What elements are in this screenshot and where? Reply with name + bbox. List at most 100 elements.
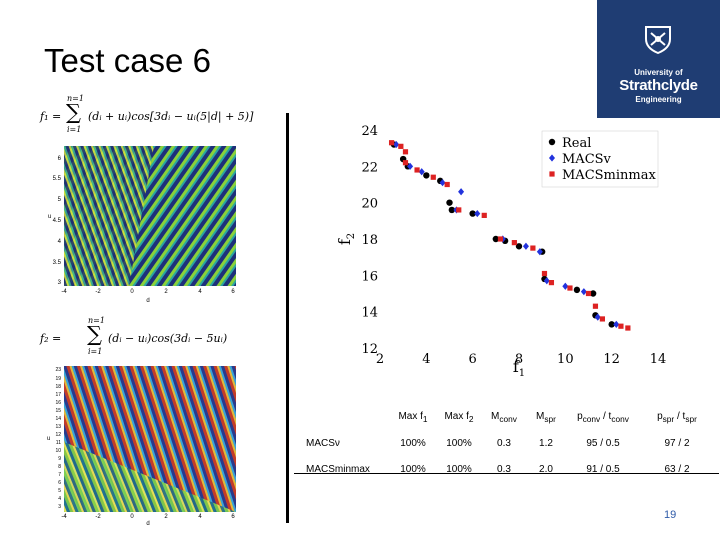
page-number: 19 (664, 509, 677, 521)
table-cell: 1.2 (539, 437, 553, 449)
data-point-macsminmax (444, 181, 450, 188)
formula-f2-body: (dᵢ − uᵢ)cos(3dᵢ − 5uᵢ) (108, 332, 228, 345)
data-point-macsminmax (618, 323, 624, 329)
data-point-macsv (458, 188, 465, 196)
c1-xtick: 2 (164, 289, 168, 295)
data-point-real (423, 172, 430, 179)
c2-xtick: 0 (130, 514, 134, 520)
data-point-macsminmax (625, 325, 631, 331)
chart-ytick-label: 14 (361, 306, 378, 321)
table-bottom-rule (294, 473, 719, 474)
c1-ytick: 4.5 (53, 218, 62, 224)
sigma-icon: ∑ (66, 100, 81, 124)
c2-ytick: 11 (56, 440, 61, 446)
data-point-macsv (543, 277, 550, 285)
table-row: MACSν 100% 100% 0.3 1.2 95 / 0.5 97 / 2 (304, 430, 714, 456)
chart-xlabel-sub: 1 (519, 368, 525, 379)
c2-xtick: 4 (198, 514, 202, 520)
data-point-macsv (474, 209, 481, 218)
formula-f2-sum-top: n=1 (88, 316, 105, 325)
c2-ytick: 18 (55, 384, 61, 390)
c1-ytick: 4 (58, 239, 62, 245)
c2-xtick: 2 (164, 514, 168, 520)
data-point-macsminmax (497, 236, 504, 242)
data-point-macsminmax (398, 143, 404, 149)
c1-xtick: -4 (61, 289, 67, 295)
formula-f2-sum-bottom: i=1 (88, 347, 103, 356)
data-point-macsminmax (592, 303, 599, 309)
data-point-macsminmax (567, 285, 573, 291)
data-point-real (446, 199, 453, 206)
formula-f1-body: (dᵢ + uᵢ)cos[3dᵢ − uᵢ(5|d| + 5)] (88, 110, 254, 123)
table-cell: 91 / 0.5 (586, 463, 620, 475)
c2-xtick: -4 (61, 514, 67, 520)
c2-ytick: 19 (55, 376, 61, 382)
chart-xtick-label: 14 (650, 352, 667, 367)
data-point-macsminmax (481, 212, 487, 218)
data-point-macsminmax (402, 160, 409, 166)
table-header-cell: Max f2 (444, 410, 474, 424)
table-cell: 100% (400, 463, 426, 475)
c2-ytick: 12 (55, 432, 61, 438)
data-point-real (469, 210, 476, 217)
chart-xtick-label: 2 (376, 352, 384, 367)
chart-ylabel: f2 (335, 233, 357, 245)
chart-xtick-label: 4 (422, 352, 430, 367)
c1-ytick: 3.5 (53, 260, 62, 266)
data-point-macsv (580, 288, 587, 296)
legend-label: MACSv (562, 152, 612, 167)
table-row: MACSminmax 100% 100% 0.3 2.0 91 / 0.5 63… (304, 456, 714, 482)
logo-line-university: University of (634, 68, 683, 77)
data-point-macsv (562, 282, 569, 290)
c2-ytick: 13 (55, 424, 61, 430)
table-cell: 95 / 0.5 (586, 437, 620, 449)
data-point-macsminmax (402, 149, 409, 155)
data-point-macsminmax (548, 280, 555, 286)
c2-ytick: 16 (55, 400, 61, 406)
formula-f2-lhs: f₂ = (40, 332, 62, 345)
c1-xtick: 6 (231, 289, 235, 295)
results-table: Max f1 Max f2 Mconv Mspr pconv / tconv p… (304, 404, 714, 482)
chart-xtick-label: 6 (469, 352, 477, 367)
data-point-macsminmax (530, 245, 536, 251)
f2-contour-plot: 23 19 18 17 16 15 14 13 12 11 10 9 8 7 6… (47, 366, 236, 527)
c1-ytick: 6 (58, 156, 62, 162)
c1-xtick: 0 (130, 289, 134, 295)
table-cell: 63 / 2 (664, 463, 690, 475)
chart-xlabel-main: f (513, 357, 520, 376)
data-point-macsminmax (414, 167, 420, 173)
table-header-cell: Mconv (491, 410, 517, 424)
data-point-real (492, 235, 500, 243)
data-point-macsminmax (541, 270, 548, 277)
formula-f1-lhs: f₁ = (40, 110, 62, 123)
university-logo: University of Strathclyde Engineering (597, 0, 720, 118)
legend-marker (549, 154, 555, 162)
sigma-icon: ∑ (87, 322, 102, 346)
c2-ytick: 3 (58, 504, 61, 510)
table-cell: 97 / 2 (664, 437, 690, 449)
chart-ytick-label: 24 (361, 124, 378, 139)
legend-marker (548, 138, 556, 146)
c2-ytick: 8 (58, 464, 61, 470)
c2-xtick: 6 (231, 514, 235, 520)
data-point-macsminmax (388, 140, 395, 146)
legend-label: MACSminmax (562, 168, 656, 183)
chart-ytick-label: 18 (361, 233, 378, 248)
data-point-macsminmax (430, 174, 436, 180)
c2-ytick: 15 (55, 408, 61, 414)
chart-xtick-label: 8 (515, 352, 523, 367)
data-point-real (515, 243, 523, 250)
data-point-macsv (407, 162, 414, 170)
chart-ytick-label: 12 (361, 342, 378, 357)
c1-ytick: 5 (58, 197, 62, 203)
data-point-real (573, 286, 581, 294)
table-cell: 100% (400, 437, 426, 449)
chart-ylabel-sub: 2 (346, 233, 357, 239)
c1-ytick: 5.5 (53, 176, 62, 182)
c2-ylabel: u (47, 436, 50, 442)
logo-line-strathclyde: Strathclyde (619, 77, 698, 94)
data-point-real (589, 290, 597, 297)
table-header-cell (304, 404, 390, 430)
